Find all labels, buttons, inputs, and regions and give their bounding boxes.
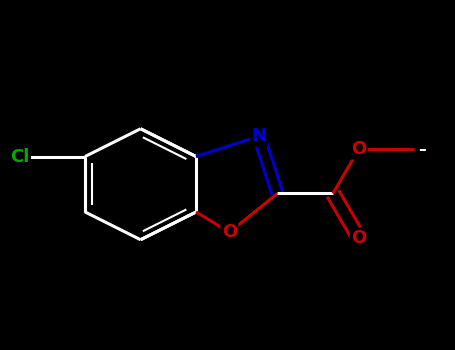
Text: N: N (252, 127, 267, 145)
Text: O: O (222, 223, 237, 242)
Text: O: O (351, 229, 366, 247)
Text: –: – (418, 142, 426, 156)
Text: O: O (351, 140, 366, 158)
Text: Cl: Cl (10, 147, 30, 166)
